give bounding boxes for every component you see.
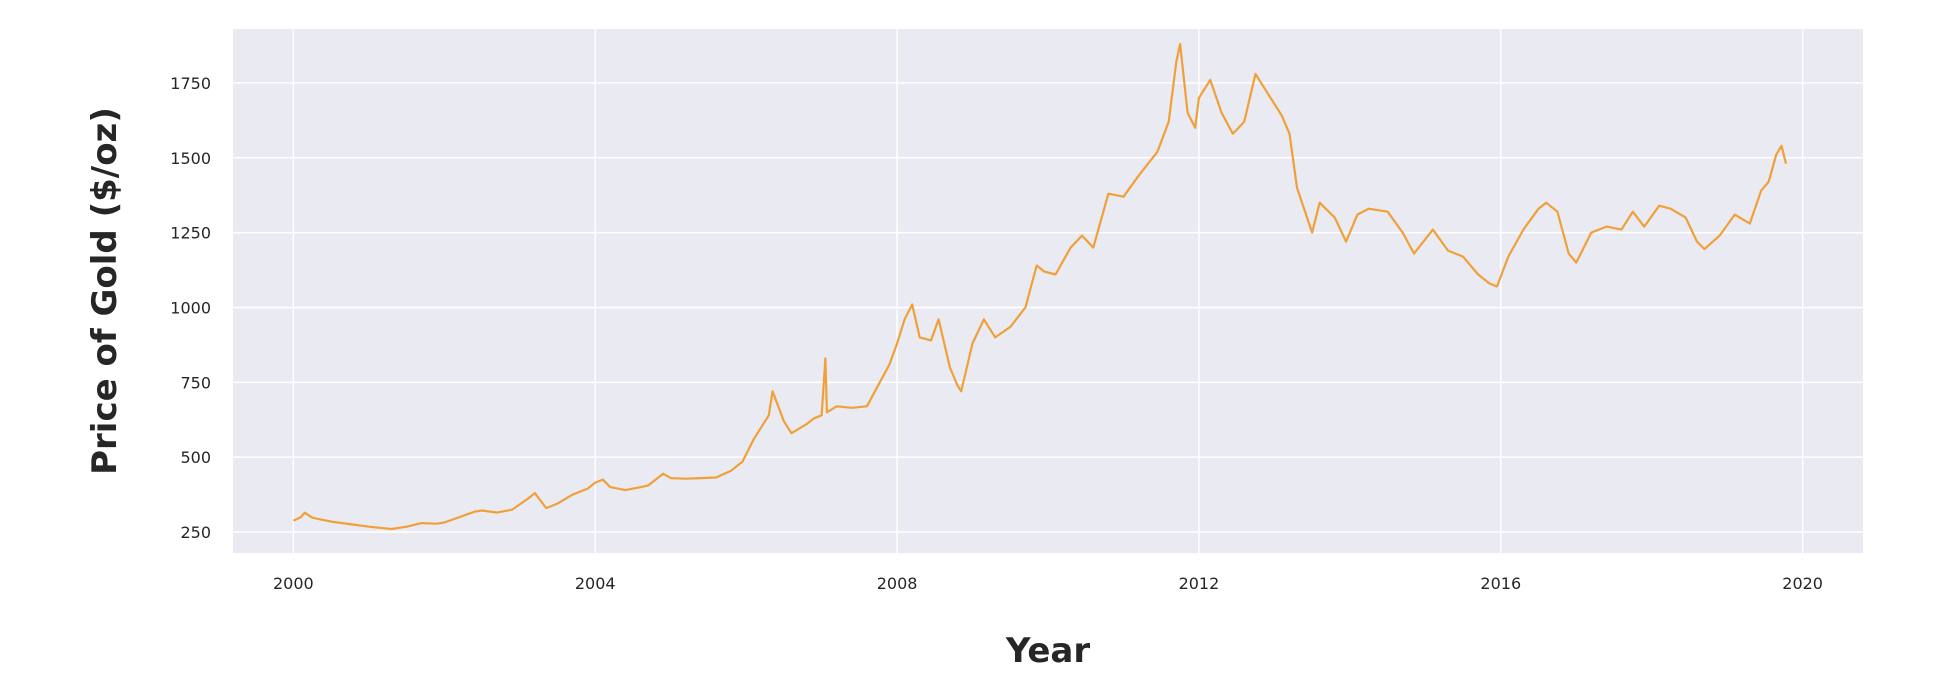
y-tick-label: 750 [180,373,211,392]
y-tick-label: 250 [180,523,211,542]
y-tick-label: 1000 [170,298,211,317]
x-tick-label: 2008 [877,574,918,593]
y-axis-ticks: 250 500 750 1000 1250 1500 1750 [170,74,211,542]
x-tick-label: 2012 [1179,574,1220,593]
x-tick-label: 2004 [575,574,616,593]
y-tick-label: 1250 [170,224,211,243]
x-tick-label: 2020 [1782,574,1823,593]
y-tick-label: 1750 [170,74,211,93]
series-layer [292,42,1788,531]
x-axis-ticks: 2000 2004 2008 2012 2016 2020 [273,574,1823,593]
y-tick-label: 1500 [170,149,211,168]
x-axis-title: Year [1005,631,1091,671]
series-line-0 [292,42,1788,531]
grid [233,29,1863,553]
plot-background [233,29,1863,553]
x-tick-label: 2016 [1480,574,1521,593]
y-axis-title: Price of Gold ($/oz) [85,107,125,475]
y-tick-label: 500 [180,448,211,467]
x-tick-label: 2000 [273,574,314,593]
